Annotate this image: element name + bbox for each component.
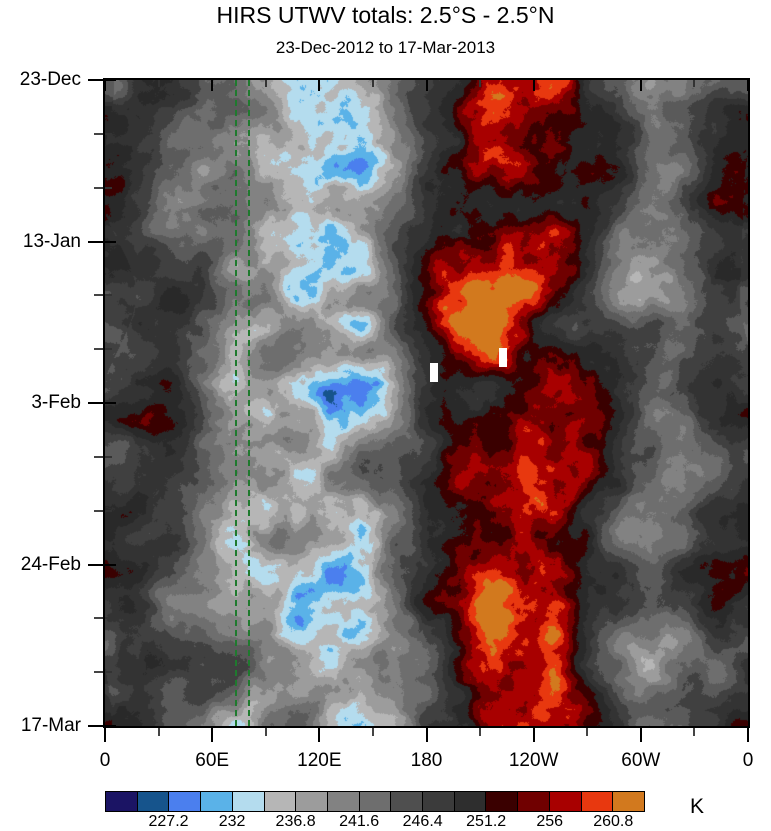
x-tick-inside-major [532,80,535,91]
y-tick-minor [94,617,103,620]
x-axis-tick-label: 60W [621,750,661,771]
x-tick-major [211,728,214,742]
chart-subtitle: 23-Dec-2012 to 17-Mar-2013 [275,38,496,57]
y-axis-tick-label: 17-Mar [20,715,81,736]
colorbar-swatch [106,792,138,811]
x-tick-inside-minor [371,80,374,87]
y-tick-minor [94,348,103,351]
y-tick-minor [94,132,103,135]
colorbar-tick-label: 241.6 [339,813,380,830]
colorbar-swatch [391,792,424,811]
y-axis-tick-label: 24-Feb [20,553,81,575]
colorbar-swatch [327,792,360,811]
colorbar-swatch [264,792,297,811]
x-tick-major [318,728,321,742]
x-tick-minor [371,728,374,736]
colorbar-swatch [296,792,328,811]
x-tick-inside-minor [157,80,160,87]
x-tick-inside-minor [693,80,696,87]
colorbar-tick-label: 251.2 [466,813,507,830]
data-gap-marker [429,363,438,383]
colorbar-swatch [581,792,614,811]
y-tick-inside-major [105,563,116,566]
colorbar-swatch [137,792,170,811]
x-tick-major [639,728,642,742]
y-tick-minor [94,455,103,458]
x-tick-inside-major [425,80,428,91]
x-tick-inside-minor [264,80,267,87]
colorbar-tick-label: 256 [536,813,564,830]
y-tick-inside-minor [105,509,112,512]
x-axis-tick-label: 60E [195,750,230,771]
x-axis-tick-label: 120W [508,750,559,771]
y-tick-inside-minor [105,186,112,189]
colorbar-swatch [359,792,392,811]
x-axis-tick-label: 0 [99,750,111,771]
x-tick-minor [264,728,267,736]
y-tick-inside-minor [105,132,112,135]
y-tick-minor [94,294,103,297]
y-tick-inside-minor [105,455,112,458]
x-tick-minor [157,728,160,736]
y-tick-major [88,240,103,243]
y-axis-tick-label: 3-Feb [31,392,81,413]
colorbar-swatch [232,792,265,811]
y-tick-minor [94,509,103,512]
y-tick-major [88,563,103,566]
colorbar-tick-label: 236.8 [275,813,316,830]
colorbar-swatch [486,792,519,811]
y-tick-inside-major [105,725,116,727]
x-tick-major [425,728,428,742]
x-axis-tick-label: 180 [410,750,443,771]
x-tick-inside-major [104,80,106,91]
x-tick-inside-minor [479,80,482,87]
x-tick-minor [479,728,482,736]
x-tick-inside-major [639,80,642,91]
colorbar-swatch [518,792,550,811]
x-tick-inside-minor [586,80,589,87]
x-tick-inside-major [747,80,749,91]
colorbar-tick-label: 232 [218,813,246,830]
y-tick-inside-minor [105,294,112,297]
y-tick-major [88,402,103,404]
x-axis-tick-label: 0 [742,750,754,771]
data-gap-marker [499,347,508,367]
colorbar-swatch [423,792,455,811]
colorbar-swatch [454,792,487,811]
colorbar-swatch [613,792,644,811]
x-tick-inside-major [211,80,214,91]
y-tick-major [88,79,103,81]
y-tick-minor [94,671,103,674]
x-tick-major [747,728,749,742]
y-tick-minor [94,186,103,189]
reference-line [247,80,250,726]
y-axis-tick-label: 23-Dec [19,69,81,90]
x-tick-major [104,728,106,742]
y-tick-inside-major [105,79,116,81]
colorbar-tick-label: 246.4 [402,813,443,830]
hovmoller-plot-area [103,78,750,728]
x-tick-inside-major [318,80,321,91]
colorbar-unit-label: K [690,795,705,818]
x-tick-major [532,728,535,742]
contour-field [105,80,748,726]
colorbar-swatch [549,792,582,811]
y-tick-inside-major [105,402,116,404]
y-tick-inside-major [105,240,116,243]
y-axis-tick-label: 13-Jan [22,230,81,252]
colorbar [105,791,645,812]
y-tick-inside-minor [105,348,112,351]
x-tick-minor [586,728,589,736]
chart-title: HIRS UTWV totals: 2.5°S - 2.5°N [216,2,555,28]
y-tick-inside-minor [105,671,112,674]
y-tick-major [88,725,103,727]
y-tick-inside-minor [105,617,112,620]
reference-line [235,80,238,726]
colorbar-swatch [201,792,233,811]
colorbar-tick-label: 260.8 [593,813,634,830]
colorbar-tick-label: 227.2 [148,813,189,830]
x-axis-tick-label: 120E [297,750,342,771]
colorbar-swatch [169,792,202,811]
x-tick-minor [693,728,696,736]
